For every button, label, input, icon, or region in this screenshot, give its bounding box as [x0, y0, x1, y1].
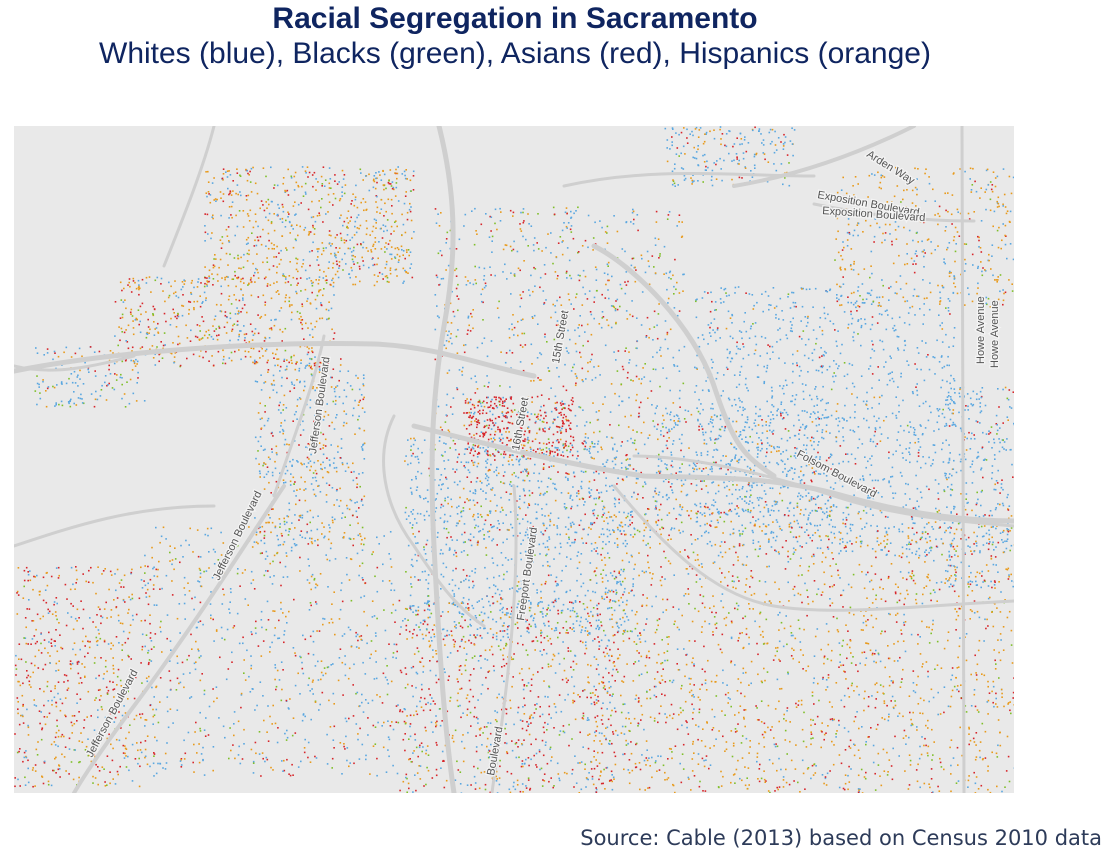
road-freeport	[490, 484, 518, 793]
map-title: Racial Segregation in Sacramento	[272, 2, 758, 35]
dot-density-map: Arden Way Exposition Boulevard Expositio…	[14, 126, 1014, 793]
label-howe-avenue-2: Howe Avenue	[989, 300, 1001, 368]
road-folsom	[632, 454, 1014, 528]
road-river-ring	[382, 414, 486, 628]
label-15th-street: 15th Street	[550, 309, 571, 364]
map-canvas: Arden Way Exposition Boulevard Expositio…	[14, 126, 1014, 793]
roads	[14, 126, 1014, 793]
population-dots	[14, 126, 1014, 793]
road-i5	[429, 126, 457, 793]
road-i80	[591, 243, 777, 479]
road-west-mid	[14, 354, 136, 372]
label-jefferson-upper: Jefferson Boulevard	[307, 356, 332, 454]
road-us50	[411, 423, 1014, 524]
road-south-ring	[612, 484, 1014, 612]
road-arden	[732, 126, 916, 188]
label-jefferson-lower: Jefferson Boulevard	[84, 668, 140, 760]
label-freeport-boulevard: Freeport Boulevard	[515, 526, 540, 621]
map-subtitle: Whites (blue), Blacks (green), Asians (r…	[99, 37, 931, 70]
label-howe-avenue-1: Howe Avenue	[975, 296, 987, 364]
road-exposition	[812, 202, 976, 223]
label-arden-way: Arden Way	[864, 148, 917, 187]
street-labels: Arden Way Exposition Boulevard Expositio…	[83, 147, 1002, 778]
road-west-diagonal	[162, 126, 216, 268]
road-west-loop	[14, 504, 216, 548]
label-lower-boulevard: Boulevard	[485, 726, 505, 777]
road-northeast	[562, 172, 816, 188]
road-howe	[960, 126, 966, 793]
road-business80	[14, 340, 537, 379]
source-note: Source: Cable (2013) based on Census 201…	[580, 826, 1102, 850]
road-jefferson-lower	[72, 484, 286, 793]
road-jefferson-upper	[272, 334, 326, 498]
